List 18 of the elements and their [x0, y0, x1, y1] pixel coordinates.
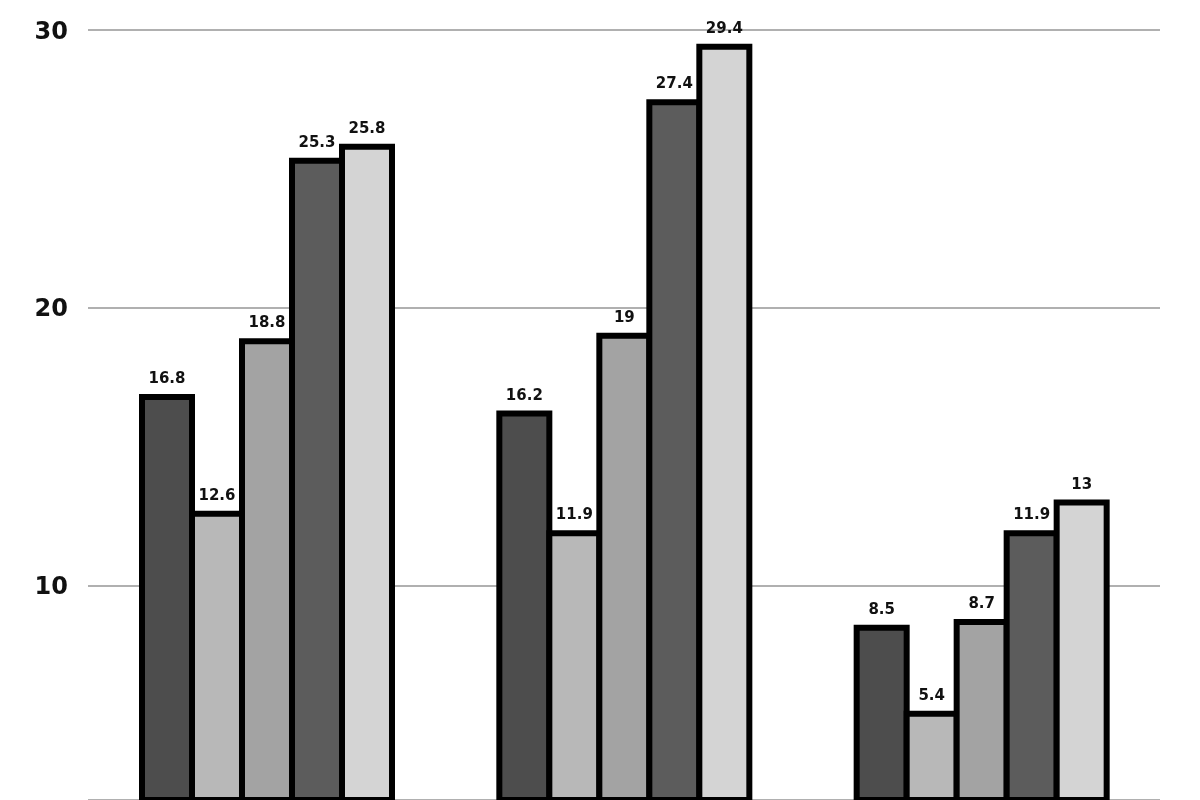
data-label: 8.7 — [968, 594, 995, 613]
data-label: 16.8 — [148, 368, 186, 387]
data-label: 29.4 — [705, 18, 743, 37]
data-label: 25.8 — [348, 118, 386, 137]
data-label: 16.2 — [505, 385, 543, 404]
y-tick-label: 20 — [34, 294, 68, 323]
data-label: 5.4 — [918, 685, 945, 704]
data-label: 19 — [613, 307, 635, 326]
data-label: 11.9 — [555, 505, 593, 524]
y-tick-label: 30 — [34, 16, 68, 45]
data-label: 18.8 — [248, 313, 286, 332]
data-label: 27.4 — [655, 74, 693, 93]
data-label: 8.5 — [868, 599, 895, 618]
data-label: 12.6 — [198, 485, 236, 504]
y-tick-label: 10 — [34, 572, 68, 601]
data-label: 25.3 — [298, 132, 336, 151]
data-label: 13 — [1071, 474, 1093, 493]
data-label: 11.9 — [1013, 505, 1051, 524]
